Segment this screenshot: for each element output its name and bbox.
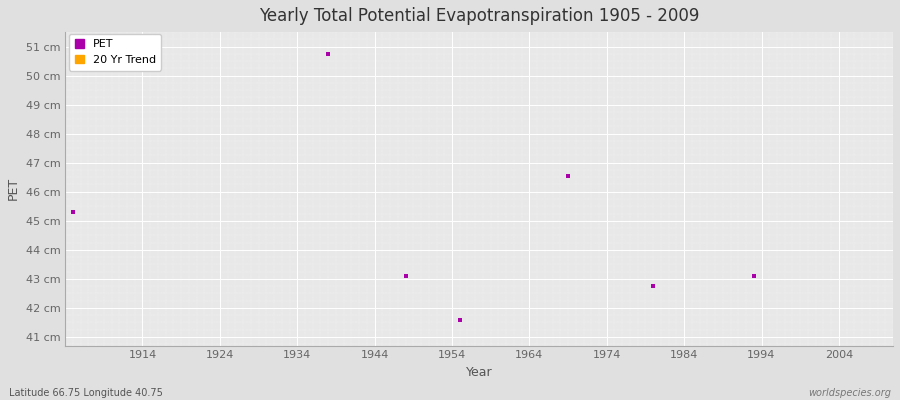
Point	[66, 209, 80, 215]
Text: Latitude 66.75 Longitude 40.75: Latitude 66.75 Longitude 40.75	[9, 388, 163, 398]
Point	[453, 316, 467, 323]
X-axis label: Year: Year	[466, 366, 492, 379]
Text: worldspecies.org: worldspecies.org	[808, 388, 891, 398]
Point	[747, 273, 761, 279]
Legend: PET, 20 Yr Trend: PET, 20 Yr Trend	[69, 34, 161, 70]
Point	[399, 273, 413, 279]
Point	[646, 283, 661, 289]
Point	[561, 172, 575, 179]
Title: Yearly Total Potential Evapotranspiration 1905 - 2009: Yearly Total Potential Evapotranspiratio…	[259, 7, 699, 25]
Y-axis label: PET: PET	[7, 177, 20, 200]
Point	[321, 51, 336, 57]
